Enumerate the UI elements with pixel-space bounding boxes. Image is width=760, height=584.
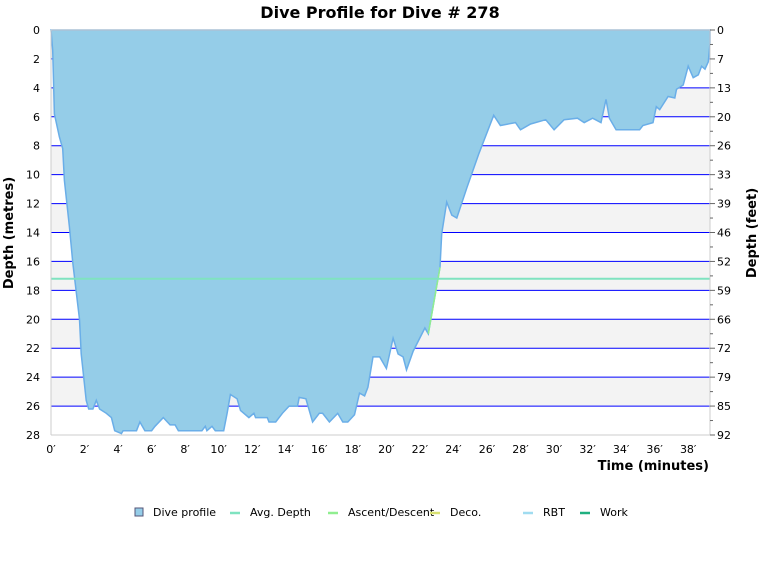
- y-tick-label: 26: [26, 400, 40, 413]
- legend-label: Ascent/Descent: [348, 506, 435, 519]
- y-right-tick-label: 72: [717, 342, 731, 355]
- y-right-tick-label: 7: [717, 53, 724, 66]
- y-right-tick-label: 46: [717, 227, 731, 240]
- dive-profile-area: [50, 29, 711, 435]
- x-tick-label: 0′: [46, 443, 56, 456]
- x-tick-label: 14′: [278, 443, 295, 456]
- chart-title: Dive Profile for Dive # 278: [260, 3, 499, 22]
- y-right-tick-label: 0: [717, 24, 724, 37]
- x-tick-label: 34′: [613, 443, 630, 456]
- y-right-tick-label: 79: [717, 371, 731, 384]
- x-tick-label: 4′: [113, 443, 123, 456]
- legend-label: Work: [600, 506, 628, 519]
- y-right-tick-label: 20: [717, 111, 731, 124]
- legend-item: Work: [580, 506, 628, 519]
- x-tick-label: 26′: [479, 443, 496, 456]
- legend-item: RBT: [523, 506, 565, 519]
- y-axis-label: Depth (metres): [2, 177, 17, 289]
- y-right-tick-label: 33: [717, 169, 731, 182]
- x-tick-label: 24′: [445, 443, 462, 456]
- x-tick-label: 8′: [180, 443, 190, 456]
- series-layer: [50, 29, 711, 435]
- y-right-tick-label: 26: [717, 140, 731, 153]
- legend-item: Dive profile: [134, 506, 216, 519]
- y-right-tick-label: 66: [717, 313, 731, 326]
- y-tick-label: 14: [26, 227, 40, 240]
- x-tick-label: 22′: [412, 443, 429, 456]
- y-tick-label: 2: [33, 53, 40, 66]
- y-tick-label: 10: [26, 169, 40, 182]
- x-tick-label: 20′: [378, 443, 395, 456]
- legend-label: Avg. Depth: [250, 506, 311, 519]
- y-tick-label: 22: [26, 342, 40, 355]
- y-tick-label: 16: [26, 255, 40, 268]
- x-tick-label: 36′: [646, 443, 663, 456]
- legend-item: Avg. Depth: [230, 506, 311, 519]
- x-tick-label: 32′: [579, 443, 596, 456]
- y-tick-label: 0: [33, 24, 40, 37]
- y-right-tick-label: 85: [717, 400, 731, 413]
- x-tick-label: 30′: [546, 443, 563, 456]
- y-right-tick-label: 13: [717, 82, 731, 95]
- y-right-tick-label: 39: [717, 198, 731, 211]
- axes: 0 0 2 7 4 13 6 20 8 26 10 33 12 39 14 46 16 52 18 59 20 66 22 7…: [26, 24, 731, 456]
- y-tick-label: 4: [33, 82, 40, 95]
- x-tick-label: 6′: [147, 443, 157, 456]
- x-tick-label: 16′: [311, 443, 328, 456]
- x-tick-label: 12′: [244, 443, 261, 456]
- y-tick-label: 18: [26, 284, 40, 297]
- x-tick-label: 38′: [680, 443, 697, 456]
- y-right-tick-label: 59: [717, 284, 731, 297]
- legend-label: Dive profile: [153, 506, 216, 519]
- y-tick-label: 6: [33, 111, 40, 124]
- y-axis-right-label: Depth (feet): [745, 188, 760, 278]
- y-tick-label: 20: [26, 313, 40, 326]
- y-tick-label: 12: [26, 198, 40, 211]
- y-tick-label: 28: [26, 429, 40, 442]
- y-tick-label: 24: [26, 371, 40, 384]
- x-tick-label: 2′: [80, 443, 90, 456]
- legend-swatch-square: [134, 507, 144, 517]
- x-tick-label: 28′: [512, 443, 529, 456]
- legend-label: RBT: [543, 506, 565, 519]
- legend-item: Ascent/Descent: [328, 506, 435, 519]
- x-axis-label: Time (minutes): [598, 459, 709, 474]
- y-tick-label: 8: [33, 140, 40, 153]
- y-right-tick-label: 92: [717, 429, 731, 442]
- x-tick-label: 18′: [345, 443, 362, 456]
- legend: Dive profile Avg. Depth Ascent/Descent Deco…: [134, 506, 628, 519]
- y-right-tick-label: 52: [717, 255, 731, 268]
- x-tick-label: 10′: [210, 443, 227, 456]
- legend-label: Deco.: [450, 506, 481, 519]
- legend-item: Deco.: [430, 506, 481, 519]
